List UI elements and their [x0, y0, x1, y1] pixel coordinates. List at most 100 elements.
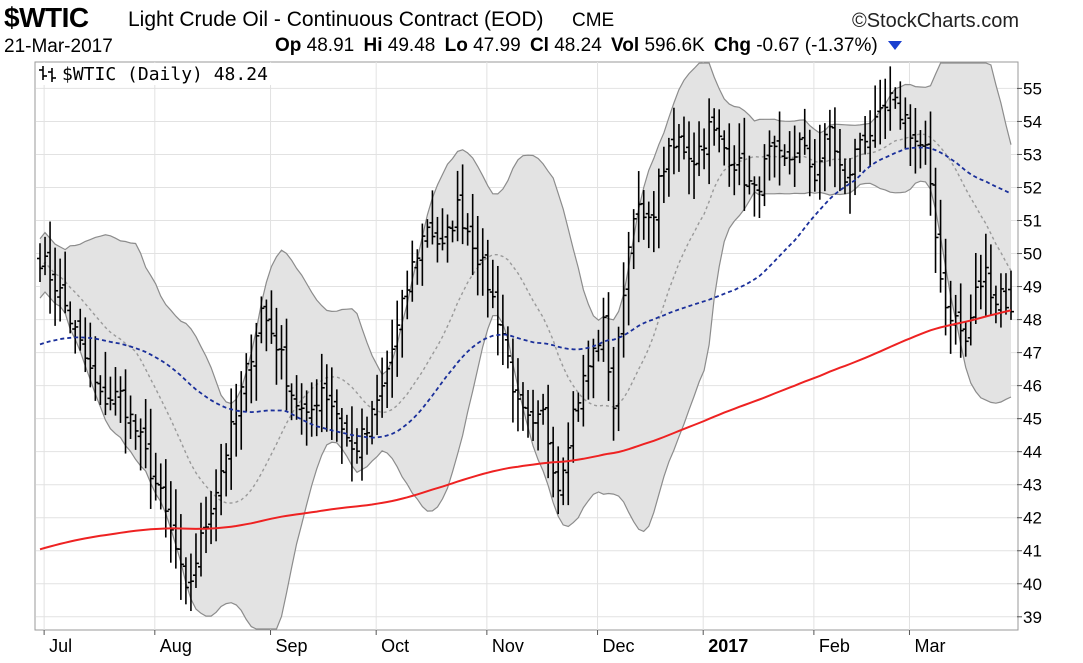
- ohlc-bar: [67, 301, 74, 334]
- ohlc-bar: [97, 375, 104, 405]
- ohlc-bar: [821, 123, 828, 192]
- ohlc-bar: [761, 144, 768, 207]
- ohlc-bar: [887, 66, 894, 131]
- ohlc-bar: [47, 221, 54, 314]
- ohlc-bar: [746, 155, 753, 195]
- y-tick-label: 49: [1023, 278, 1042, 297]
- ohlc-bar: [62, 251, 69, 314]
- ohlc-bar: [424, 219, 431, 248]
- y-tick-label: 53: [1023, 145, 1042, 164]
- brand-logo-text[interactable]: ©StockCharts.com: [851, 10, 1019, 32]
- ohlc-bar: [364, 416, 371, 455]
- x-tick-label: Nov: [492, 636, 524, 656]
- ohlc-bar: [877, 79, 884, 145]
- legend-text: $WTIC (Daily) 48.24: [62, 64, 268, 85]
- ohlc-bar: [540, 393, 547, 425]
- ohlc-bar: [429, 190, 436, 245]
- ohlc-bar: [162, 459, 169, 538]
- ohlc-bar: [701, 128, 708, 170]
- ohlc-bar: [570, 391, 577, 463]
- ohlc-bar: [127, 395, 134, 439]
- ohlc-bar: [997, 273, 1004, 328]
- ohlc-bar: [283, 318, 290, 411]
- ohlc-bar: [741, 117, 748, 211]
- ohlc-bar: [489, 259, 496, 309]
- ohlc-bar: [464, 213, 471, 246]
- ohlc-bar: [670, 107, 677, 175]
- ohlc-bar: [328, 367, 335, 440]
- x-tick-label: 2017: [708, 636, 748, 656]
- ohlc-bar: [555, 446, 562, 515]
- ohlc-bar: [414, 249, 421, 285]
- change-label: Chg: [714, 35, 751, 56]
- bollinger-upper-line: [39, 62, 1012, 405]
- y-tick-label: 46: [1023, 377, 1042, 396]
- x-tick-label: Dec: [603, 636, 635, 656]
- ohlc-bar: [721, 130, 728, 166]
- ohlc-bar: [675, 124, 682, 172]
- ma50-line: [39, 146, 1012, 439]
- ohlc-bar: [197, 502, 204, 577]
- ohlc-bar: [213, 469, 220, 542]
- chart-header-line-1: $WTIC Light Crude Oil - Continuous Contr…: [0, 2, 1083, 36]
- ohlc-bar: [228, 388, 235, 490]
- ohlc-bar: [238, 371, 245, 450]
- ohlc-bar: [600, 297, 607, 362]
- ohlc-bar: [187, 553, 194, 612]
- ohlc-bar: [137, 418, 144, 471]
- ohlc-bar: [525, 390, 532, 438]
- ohlc-bar: [394, 300, 401, 377]
- ohlc-bar: [806, 129, 813, 197]
- ohlc-bar: [182, 557, 189, 605]
- ohlc-bar: [535, 400, 542, 451]
- ohlc-bar: [157, 463, 164, 510]
- ohlc-bar: [836, 128, 843, 192]
- ohlc-bar: [640, 190, 647, 240]
- ohlc-bars-icon: [39, 66, 56, 82]
- y-tick-label: 54: [1023, 112, 1042, 131]
- y-tick-label: 45: [1023, 410, 1042, 429]
- ohlc-bar: [610, 346, 617, 441]
- ohlc-bar: [862, 116, 869, 155]
- low-label: Lo: [444, 35, 468, 56]
- ohlc-bar: [816, 124, 823, 200]
- ohlc-bar: [575, 392, 582, 422]
- ohlc-bar: [736, 123, 743, 186]
- ohlc-bar: [645, 201, 652, 249]
- ohlc-bar: [686, 121, 693, 195]
- ohlc-bar: [751, 176, 758, 217]
- ohlc-bar: [208, 491, 215, 545]
- ohlc-bar: [650, 191, 657, 253]
- ohlc-bar: [776, 111, 783, 186]
- ohlc-bar: [192, 533, 199, 588]
- ohlc-bar: [711, 108, 718, 146]
- close-label: Cl: [529, 35, 549, 56]
- ohlc-bar: [1008, 270, 1014, 320]
- ohlc-bar: [942, 238, 949, 336]
- x-tick-label: Feb: [819, 636, 850, 656]
- volume-value: 596.6K: [644, 35, 705, 56]
- y-tick-label: 52: [1023, 178, 1042, 197]
- x-tick-label: Aug: [160, 636, 192, 656]
- ohlc-bar: [474, 215, 481, 296]
- volume-label: Vol: [611, 35, 640, 56]
- ohlc-bar: [1002, 273, 1009, 315]
- ohlc-bar: [338, 408, 345, 464]
- ohlc-bar: [504, 326, 511, 369]
- ohlc-bar: [972, 253, 979, 325]
- ohlc-bar: [42, 236, 49, 276]
- ohlc-bar: [223, 443, 230, 497]
- ohlc-bar: [756, 176, 763, 218]
- ohlc-bar: [102, 351, 109, 416]
- y-tick-label: 51: [1023, 212, 1042, 231]
- y-tick-label: 43: [1023, 476, 1042, 495]
- ohlc-bar: [248, 334, 255, 404]
- close-value: 48.24: [554, 35, 602, 56]
- ohlc-bar: [404, 270, 411, 320]
- dropdown-triangle-icon[interactable]: [887, 41, 902, 51]
- y-tick-label: 55: [1023, 79, 1042, 98]
- ohlc-bar: [167, 481, 174, 563]
- ohlc-bar: [605, 292, 612, 401]
- ohlc-bar: [771, 135, 778, 178]
- ohlc-bar: [389, 319, 396, 398]
